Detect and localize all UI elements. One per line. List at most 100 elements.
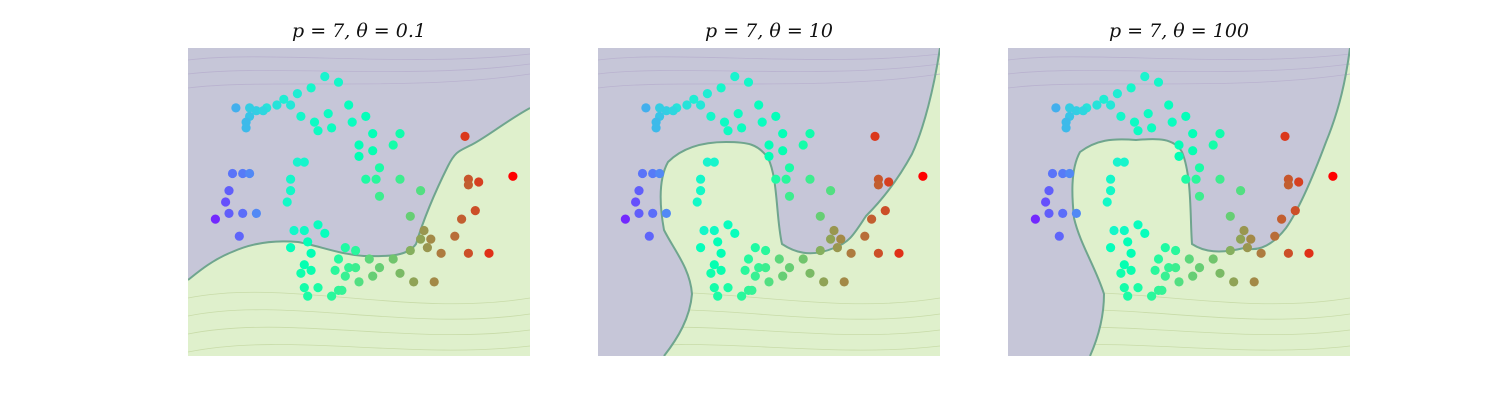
- data-point: [361, 174, 371, 184]
- contour-line: [1008, 63, 1350, 75]
- data-point: [860, 231, 870, 241]
- panel-theta-10: p = 7, θ = 10: [598, 0, 940, 400]
- data-point: [1181, 111, 1191, 121]
- data-point: [251, 208, 261, 218]
- data-point: [210, 214, 220, 224]
- data-point: [361, 111, 371, 121]
- data-point: [1157, 285, 1167, 295]
- contour-line: [1008, 53, 1350, 61]
- plot-area: [188, 48, 530, 356]
- data-point: [484, 248, 494, 258]
- data-point: [1215, 268, 1225, 278]
- data-point: [354, 151, 364, 161]
- data-point: [327, 291, 337, 301]
- data-point: [1119, 283, 1129, 293]
- panel-theta-0.1: p = 7, θ = 0.1: [188, 0, 530, 400]
- panel-title: p = 7, θ = 0.1: [292, 20, 426, 42]
- data-point: [313, 283, 323, 293]
- data-point: [634, 208, 644, 218]
- data-point: [1188, 271, 1198, 281]
- data-point: [238, 168, 248, 179]
- data-point: [1112, 157, 1122, 167]
- data-point: [231, 103, 241, 113]
- data-point: [1242, 243, 1252, 253]
- data-point: [1030, 214, 1040, 224]
- data-point: [1174, 151, 1184, 161]
- data-point: [508, 171, 518, 181]
- decision-boundary: [188, 107, 530, 281]
- decision-boundary: [1071, 48, 1350, 356]
- data-point: [1239, 225, 1249, 236]
- data-point: [320, 228, 330, 238]
- data-point: [706, 268, 716, 278]
- contour-line: [1008, 73, 1350, 89]
- data-point: [1119, 260, 1129, 270]
- data-point: [303, 291, 313, 301]
- data-point: [344, 263, 354, 273]
- data-point: [661, 208, 671, 218]
- panel-title: p = 7, θ = 10: [705, 20, 833, 42]
- data-point: [1116, 268, 1126, 278]
- data-point: [1123, 291, 1133, 301]
- data-point: [784, 163, 795, 173]
- data-point: [340, 271, 350, 281]
- data-point: [1225, 245, 1235, 256]
- region-class-0: [1008, 48, 1350, 356]
- data-point: [330, 265, 340, 275]
- data-point: [1328, 171, 1338, 181]
- data-point: [1304, 248, 1314, 258]
- plot-area: [598, 48, 940, 356]
- data-point: [238, 208, 248, 218]
- contour-line: [188, 73, 530, 89]
- data-point: [771, 174, 781, 184]
- data-point: [1140, 71, 1150, 82]
- data-point: [764, 277, 774, 287]
- data-point: [374, 191, 385, 201]
- data-point: [296, 268, 306, 278]
- data-point: [750, 243, 760, 253]
- data-point: [716, 248, 726, 258]
- data-point: [313, 220, 323, 230]
- data-point: [1054, 231, 1064, 241]
- data-point: [368, 146, 378, 156]
- data-point: [668, 106, 678, 116]
- data-point: [778, 129, 788, 139]
- data-point: [450, 231, 460, 241]
- data-point: [743, 254, 754, 264]
- data-point: [737, 123, 747, 133]
- data-point: [1174, 277, 1184, 287]
- data-point: [327, 123, 337, 133]
- data-point: [743, 77, 754, 87]
- data-point: [637, 168, 648, 179]
- data-point: [1129, 117, 1140, 127]
- data-point: [224, 186, 234, 196]
- data-point: [750, 271, 760, 281]
- data-point: [286, 100, 296, 110]
- data-point: [1194, 263, 1205, 273]
- data-point: [696, 243, 706, 253]
- data-point: [347, 117, 357, 127]
- data-point: [1215, 174, 1225, 184]
- data-point: [344, 100, 354, 110]
- data-point: [1280, 131, 1290, 141]
- data-point: [805, 174, 815, 184]
- data-point: [696, 186, 706, 196]
- data-point: [426, 234, 436, 244]
- data-point: [1147, 291, 1157, 301]
- data-point: [224, 208, 234, 218]
- data-point: [1294, 177, 1304, 187]
- data-point: [1194, 163, 1205, 173]
- data-point: [1215, 129, 1225, 139]
- data-point: [474, 177, 484, 187]
- contour-line: [598, 53, 940, 61]
- data-point: [436, 248, 446, 258]
- data-point: [429, 277, 439, 287]
- data-point: [306, 83, 316, 93]
- data-point: [1099, 94, 1109, 104]
- data-point: [1171, 245, 1181, 256]
- data-point: [682, 100, 692, 110]
- data-point: [388, 254, 398, 264]
- decision-boundary-plot: [1008, 48, 1350, 356]
- data-point: [784, 191, 795, 201]
- data-point: [422, 243, 432, 253]
